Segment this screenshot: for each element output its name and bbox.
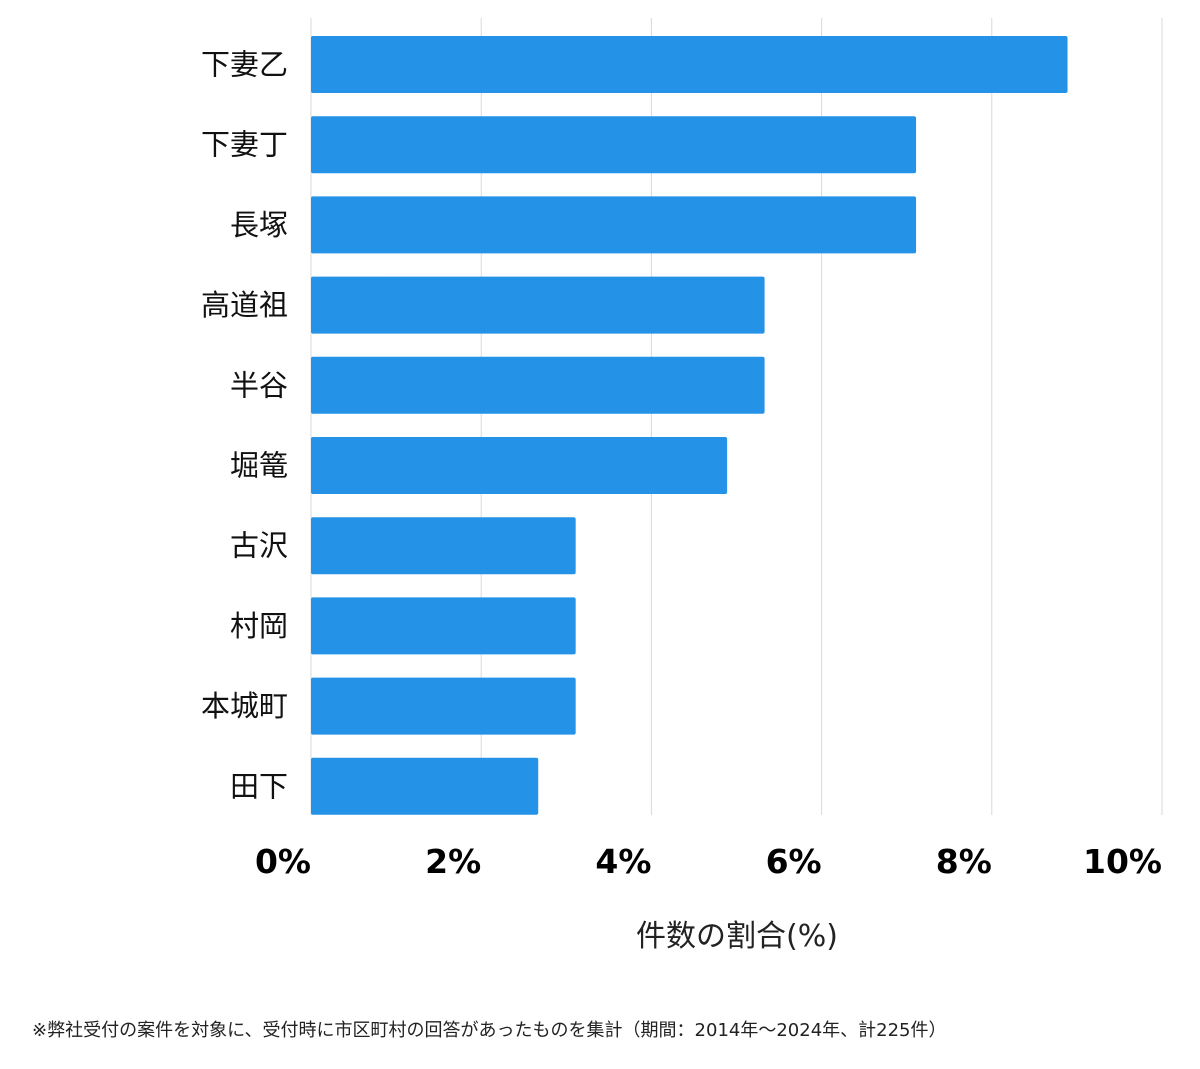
bar: [311, 196, 917, 254]
x-tick-label: 10%: [1083, 842, 1162, 881]
x-tick-label: 4%: [595, 842, 651, 881]
bar: [311, 757, 539, 815]
bar: [311, 116, 917, 174]
category-label: 古沢: [230, 529, 288, 563]
x-tick-label: 6%: [766, 842, 822, 881]
category-label: 本城町: [201, 689, 288, 723]
category-label: 田下: [230, 769, 288, 803]
bar: [311, 36, 1068, 93]
category-label: 村岡: [230, 609, 288, 643]
category-label: 半谷: [230, 368, 288, 402]
bar: [311, 677, 576, 735]
category-label: 下妻乙: [201, 48, 288, 82]
category-label: 堀篭: [230, 449, 288, 483]
category-label: 長塚: [230, 208, 288, 242]
category-label: 下妻丁: [201, 128, 288, 162]
footnote: ※弊社受付の案件を対象に、受付時に市区町村の回答があったものを集計（期間：201…: [32, 1020, 947, 1041]
bar-chart: 0% 2% 4% 6% 8% 10% 下妻乙下妻丁長塚高道祖半谷堀篭古沢村岡本城町田下件数の…: [201, 18, 1163, 954]
bar: [311, 597, 576, 655]
x-tick-label: 8%: [936, 842, 992, 881]
bar: [311, 517, 576, 575]
x-tick-label: 2%: [425, 842, 481, 881]
bar: [311, 356, 765, 414]
bar: [311, 276, 765, 334]
x-axis-title: 件数の割合(%): [636, 919, 838, 954]
bar: [311, 437, 728, 494]
x-tick-label: 0%: [255, 842, 311, 881]
category-label: 高道祖: [201, 288, 288, 322]
